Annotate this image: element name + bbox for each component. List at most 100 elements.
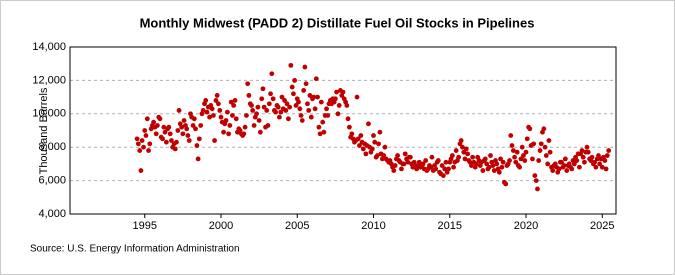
data-point: [606, 148, 612, 153]
data-point: [226, 131, 232, 137]
data-point: [264, 108, 270, 113]
data-point: [494, 161, 500, 167]
data-point: [270, 96, 276, 102]
x-tick-label: 2005: [285, 220, 309, 232]
data-point: [442, 166, 448, 172]
data-point: [204, 109, 210, 115]
data-point: [325, 113, 331, 118]
data-point: [303, 81, 309, 87]
data-point: [507, 158, 512, 163]
data-point: [250, 108, 256, 113]
data-point: [305, 101, 310, 107]
data-point: [166, 124, 172, 130]
data-point: [521, 153, 526, 158]
data-point: [161, 124, 167, 130]
data-point: [260, 86, 266, 92]
data-point: [315, 94, 320, 100]
data-point: [231, 103, 237, 108]
data-point: [439, 163, 445, 168]
data-point: [301, 88, 307, 93]
chart-title: Monthly Midwest (PADD 2) Distillate Fuel…: [140, 15, 535, 30]
data-point: [175, 128, 181, 133]
data-point: [163, 139, 169, 145]
data-point: [241, 131, 247, 137]
data-point: [292, 78, 298, 83]
data-point: [580, 154, 586, 160]
data-point: [354, 94, 360, 100]
data-point: [443, 159, 449, 165]
data-point: [255, 104, 261, 110]
data-point: [138, 168, 144, 173]
data-point: [428, 164, 434, 170]
data-point: [335, 111, 341, 117]
data-point: [200, 108, 206, 113]
data-point: [181, 118, 187, 123]
data-point: [463, 146, 469, 152]
data-point: [160, 136, 165, 142]
x-tick-label: 2010: [361, 220, 385, 232]
data-point: [215, 101, 221, 107]
data-point: [146, 148, 151, 153]
data-point: [482, 156, 488, 162]
data-point: [167, 131, 173, 137]
data-point: [536, 158, 542, 163]
data-point: [268, 91, 273, 97]
data-point: [223, 118, 229, 123]
data-point: [593, 164, 599, 170]
data-point: [458, 138, 464, 143]
data-point: [462, 156, 468, 162]
data-point: [496, 169, 502, 175]
data-point: [227, 123, 233, 128]
data-point: [135, 141, 141, 147]
data-point: [279, 94, 285, 100]
data-point: [562, 156, 568, 162]
data-point: [293, 103, 299, 108]
data-point: [440, 173, 446, 178]
data-point: [287, 104, 293, 110]
data-point: [259, 96, 265, 102]
data-point: [449, 153, 455, 158]
data-point: [288, 62, 294, 68]
data-point: [519, 144, 525, 150]
data-point: [196, 136, 202, 142]
data-point: [597, 161, 603, 167]
data-point: [228, 99, 234, 105]
data-point: [402, 151, 408, 157]
data-point: [358, 133, 364, 138]
data-point: [550, 168, 556, 173]
data-point: [349, 131, 355, 137]
data-point: [224, 109, 230, 115]
data-point: [576, 164, 582, 170]
data-point: [480, 168, 486, 173]
data-point: [134, 136, 140, 142]
data-point: [221, 129, 226, 135]
data-point: [154, 123, 160, 128]
data-point: [535, 186, 540, 192]
data-point: [522, 158, 528, 163]
data-point: [137, 148, 143, 153]
data-point: [531, 141, 537, 147]
y-tick-label: 4,000: [38, 208, 66, 220]
y-tick-label: 6,000: [38, 175, 66, 187]
data-point: [340, 89, 346, 95]
data-point: [514, 149, 520, 155]
data-point: [376, 141, 381, 147]
data-point: [321, 129, 327, 135]
data-point: [169, 138, 174, 143]
data-point: [499, 164, 505, 170]
data-point: [180, 131, 186, 137]
x-tick-label: 2000: [209, 220, 233, 232]
data-point: [345, 116, 351, 122]
data-point: [574, 158, 580, 163]
data-point: [433, 166, 439, 172]
data-point: [190, 123, 196, 128]
data-point: [604, 153, 610, 158]
data-point: [453, 148, 459, 153]
data-point: [147, 141, 153, 147]
data-point: [334, 89, 339, 95]
data-point: [416, 159, 422, 165]
data-point: [273, 109, 278, 115]
data-point: [491, 168, 497, 173]
